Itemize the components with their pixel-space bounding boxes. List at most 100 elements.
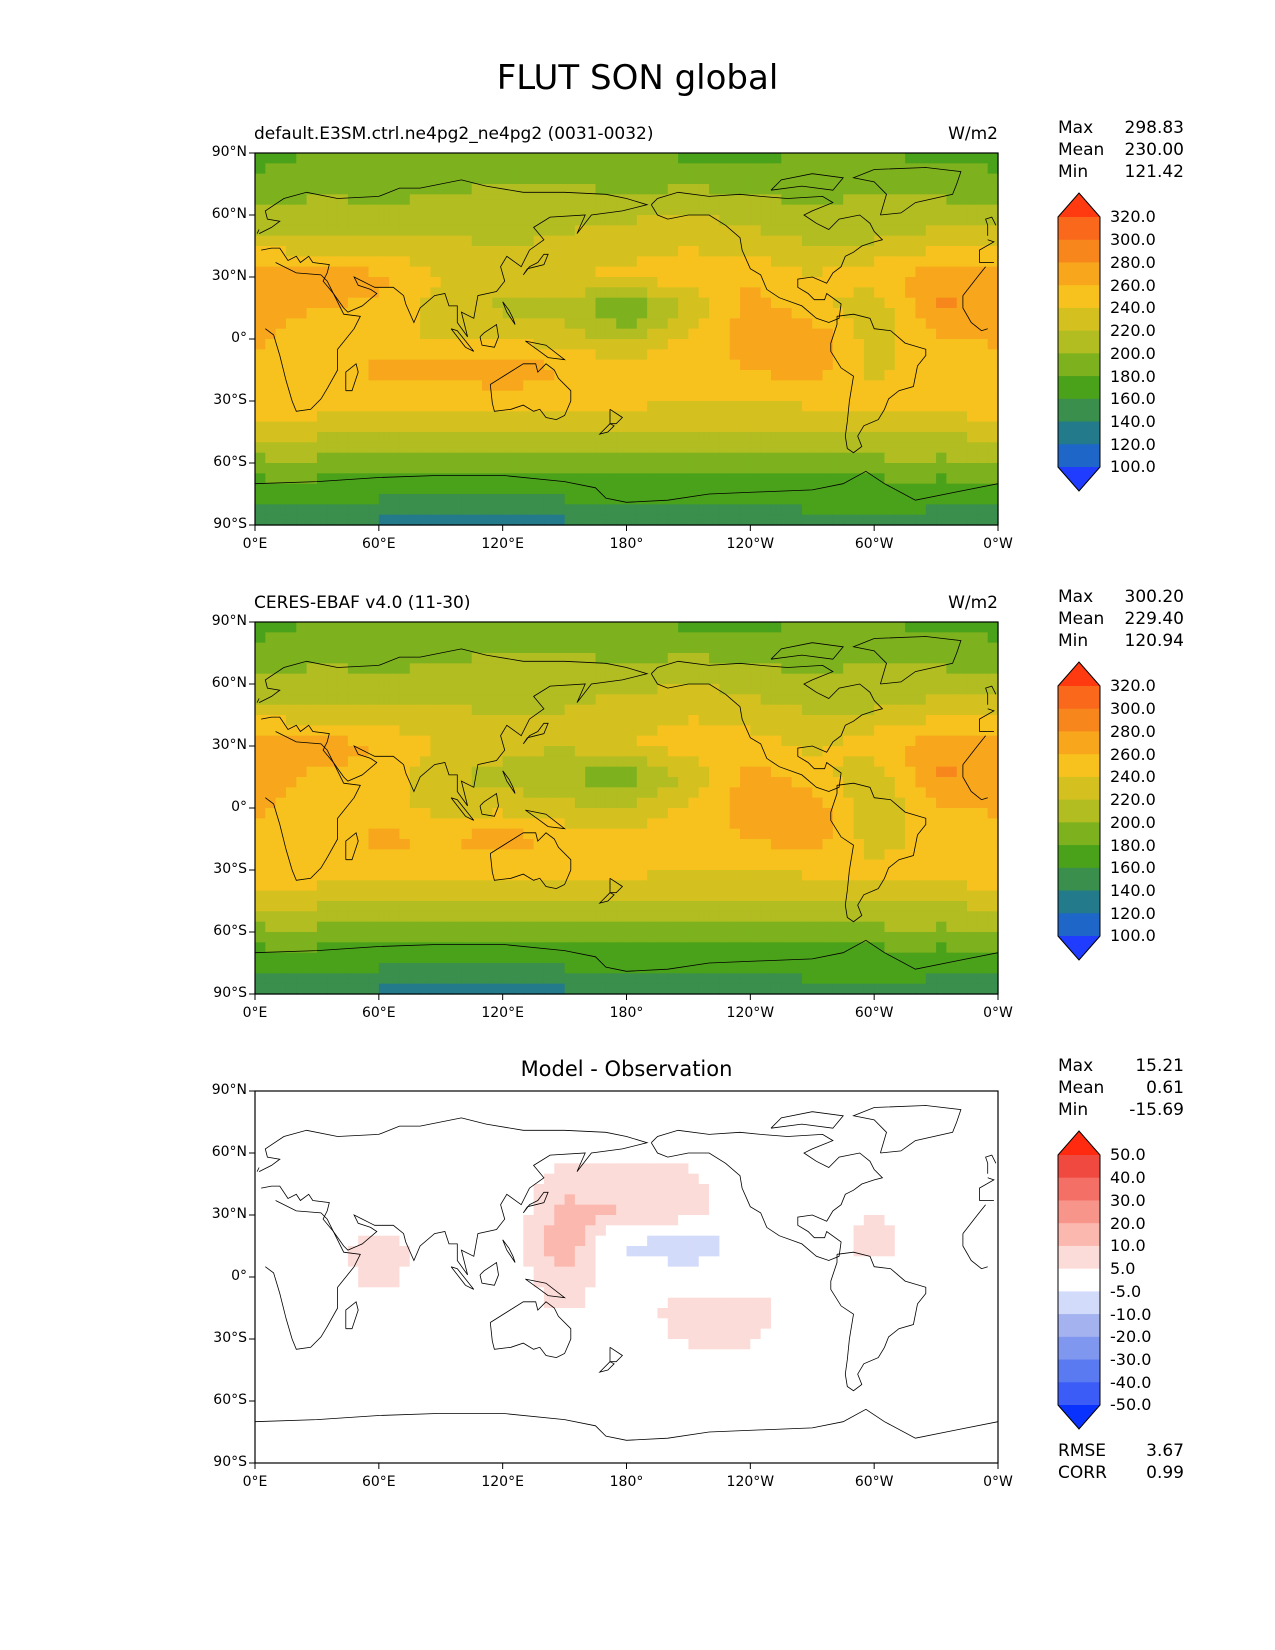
field-cell [554, 235, 566, 247]
field-cell [791, 256, 803, 268]
field-cell [719, 163, 731, 175]
field-cell [719, 514, 731, 526]
field-cell [946, 859, 958, 871]
field-cell [678, 642, 690, 654]
field-cell [905, 673, 917, 685]
field-cell [564, 797, 576, 809]
field-cell [605, 277, 617, 288]
field-cell [585, 339, 597, 350]
field-cell [647, 380, 659, 392]
field-cell [461, 442, 473, 454]
field-cell [399, 380, 411, 392]
field-cell [255, 725, 266, 737]
colorbar-tick-label: 280.0 [1110, 252, 1156, 272]
field-cell [316, 473, 328, 485]
field-cell [657, 246, 669, 257]
field-cell [451, 204, 462, 216]
stat-value: 300.20 [1124, 587, 1184, 607]
field-cell [306, 452, 318, 464]
field-cell [925, 235, 937, 247]
field-cell [832, 359, 844, 371]
coastline-new-guinea [525, 340, 566, 361]
field-cell [471, 849, 483, 861]
field-cell [409, 266, 421, 278]
field-cell [791, 153, 803, 164]
field-cell [812, 163, 824, 175]
field-cell [420, 880, 432, 892]
field-cell [461, 463, 473, 474]
field-cell [925, 797, 937, 809]
field-cell [471, 694, 483, 706]
field-cell [647, 494, 659, 505]
field-cell [760, 808, 772, 819]
field-cell [512, 673, 524, 685]
field-cell [543, 715, 555, 726]
field-cell [554, 766, 566, 778]
field-cell [440, 359, 452, 371]
field-cell [894, 684, 906, 695]
field-cell [564, 421, 576, 433]
field-cell [967, 235, 978, 247]
field-cell [616, 808, 628, 819]
field-cell [863, 328, 875, 340]
field-cell [409, 194, 421, 206]
field-cell [626, 442, 638, 454]
field-cell [461, 514, 473, 526]
field-cell [574, 380, 586, 392]
field-cell [770, 308, 782, 319]
field-cell [285, 442, 297, 454]
field-cell [358, 901, 370, 912]
field-cell [409, 694, 421, 706]
field-cell [616, 663, 628, 675]
field-cell [420, 777, 432, 788]
field-cell [275, 673, 287, 685]
field-cell [368, 849, 380, 861]
field-cell [894, 328, 906, 340]
field-cell [585, 297, 597, 309]
field-cell [636, 297, 648, 309]
field-cell [956, 204, 968, 216]
field-cell [781, 663, 793, 675]
field-cell [347, 746, 359, 757]
field-cell [420, 494, 432, 505]
field-cell [585, 746, 597, 757]
field-cell [296, 266, 308, 278]
field-cell [884, 756, 896, 768]
field-cell [863, 859, 875, 871]
field-cell [482, 153, 493, 164]
field-cell [275, 442, 287, 454]
field-cell [801, 921, 813, 933]
field-cell [987, 432, 999, 443]
field-cell [327, 921, 339, 933]
field-cell [977, 756, 989, 768]
field-cell [399, 890, 411, 902]
field-cell [884, 704, 896, 716]
field-cell [956, 673, 968, 685]
field-cell [770, 777, 782, 788]
field-cell [255, 839, 266, 850]
field-cell [636, 359, 648, 371]
field-cell [729, 225, 741, 237]
field-cell [956, 246, 968, 257]
field-cell [409, 839, 421, 850]
field-cell [523, 411, 535, 423]
field-cell [709, 297, 720, 309]
field-cell [482, 390, 493, 402]
field-cell [409, 163, 421, 175]
field-cell [626, 932, 638, 943]
field-cell [750, 828, 762, 840]
field-cell [956, 452, 968, 464]
field-cell [512, 828, 524, 840]
field-cell [915, 901, 927, 912]
field-cell [378, 452, 390, 464]
field-cell [389, 797, 401, 809]
field-cell [409, 173, 421, 185]
field-cell [894, 225, 906, 237]
field-cell [471, 890, 483, 902]
field-cell [894, 663, 906, 675]
field-cell [636, 787, 648, 799]
field-cell [688, 287, 700, 299]
field-cell [946, 911, 958, 923]
field-cell [512, 452, 524, 464]
field-cell [698, 890, 710, 902]
